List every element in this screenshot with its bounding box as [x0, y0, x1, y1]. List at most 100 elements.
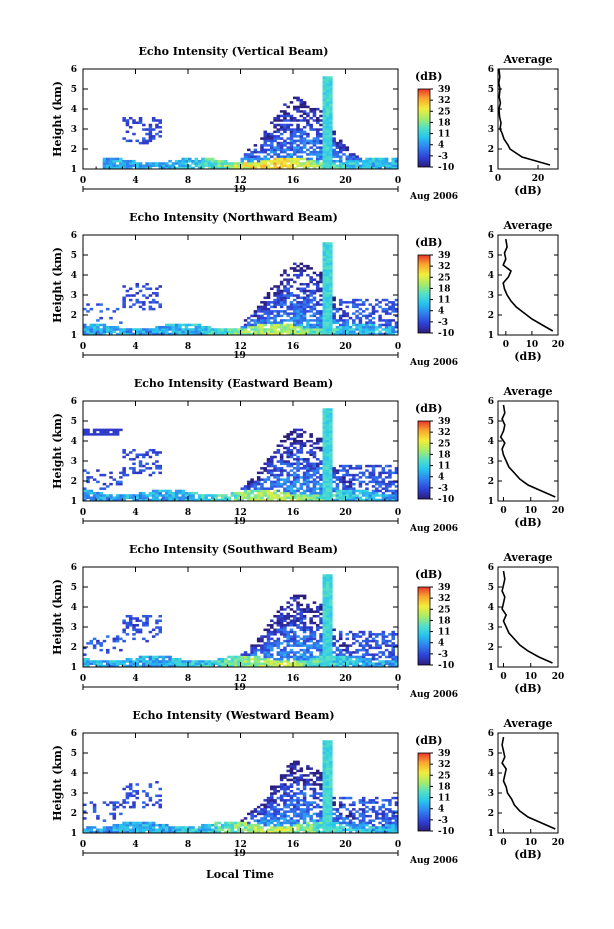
avg-y-tick-label: 1	[488, 165, 494, 175]
heatmap-cell	[135, 282, 140, 286]
heatmap-cell	[329, 244, 333, 248]
heatmap-cell	[289, 328, 294, 331]
heatmap-cell	[227, 823, 231, 827]
heatmap-cell	[260, 146, 264, 149]
heatmap-cell	[315, 803, 320, 807]
heatmap-cell	[335, 487, 340, 490]
heatmap-cell	[148, 664, 153, 668]
heatmap-cell	[296, 803, 300, 807]
heatmap-cell	[289, 801, 294, 804]
heatmap-cell	[96, 469, 100, 472]
heatmap-cell	[263, 132, 267, 136]
heatmap-cell	[315, 116, 320, 120]
heatmap-cell	[109, 166, 113, 170]
heatmap-cell	[224, 830, 228, 834]
heatmap-cell	[322, 799, 327, 802]
heatmap-cell	[338, 150, 343, 154]
heatmap-cell	[325, 271, 330, 275]
heatmap-cell	[322, 137, 327, 140]
x-tick-label: 4	[132, 176, 138, 186]
heatmap-cell	[365, 644, 369, 647]
heatmap-cell	[312, 298, 317, 302]
heatmap-cell	[325, 785, 330, 789]
heatmap-cell	[315, 664, 320, 668]
heatmap-cell	[355, 496, 359, 499]
colorbar-tick-label: -3	[438, 484, 448, 494]
heatmap-cell	[358, 471, 363, 475]
heatmap-cell	[391, 642, 395, 645]
heatmap-cell	[115, 159, 120, 163]
heatmap-cell	[263, 462, 267, 466]
heatmap-cell	[342, 321, 346, 324]
heatmap-cell	[332, 657, 336, 661]
heatmap-cell	[273, 621, 277, 625]
heatmap-cell	[388, 482, 392, 486]
heatmap-cell	[227, 828, 231, 831]
heatmap-cell	[125, 633, 130, 636]
heatmap-cell	[322, 780, 327, 784]
heatmap-cell	[270, 135, 274, 138]
heatmap-cell	[276, 303, 281, 306]
heatmap-cell	[325, 749, 330, 752]
heatmap-cell	[191, 496, 195, 499]
heatmap-cell	[319, 298, 323, 302]
heatmap-cell	[217, 162, 222, 165]
heatmap-cell	[332, 137, 336, 140]
heatmap-cell	[312, 148, 317, 152]
heatmap-cell	[361, 162, 366, 165]
heatmap-cell	[237, 660, 241, 663]
heatmap-cell	[132, 624, 136, 627]
heatmap-cell	[270, 460, 274, 463]
heatmap-cell	[309, 325, 313, 329]
heatmap-cell	[109, 664, 113, 668]
heatmap-cell	[358, 164, 363, 167]
heatmap-cell	[329, 89, 333, 93]
heatmap-cell	[276, 642, 281, 645]
heatmap-cell	[319, 812, 323, 816]
heatmap-cell	[299, 491, 304, 495]
heatmap-cell	[181, 830, 185, 834]
heatmap-cell	[302, 146, 307, 149]
heatmap-cell	[99, 430, 103, 434]
heatmap-cell	[381, 469, 386, 472]
heatmap-cell	[125, 328, 130, 331]
heatmap-cell	[181, 662, 185, 665]
y-tick-label: 2	[71, 311, 77, 321]
heatmap-cell	[365, 639, 369, 643]
heatmap-cell	[256, 664, 261, 668]
heatmap-cell	[214, 821, 218, 825]
heatmap-cell	[312, 153, 317, 156]
heatmap-cell	[161, 496, 166, 499]
heatmap-cell	[240, 655, 245, 659]
heatmap-cell	[270, 137, 274, 140]
heatmap-cell	[306, 114, 310, 118]
heatmap-cell	[161, 166, 166, 170]
heatmap-cell	[329, 430, 333, 434]
heatmap-cell	[296, 135, 300, 138]
heatmap-cell	[96, 498, 100, 502]
heatmap-cell	[342, 153, 346, 156]
heatmap-cell	[368, 630, 372, 634]
heatmap-cell	[161, 162, 166, 165]
heatmap-cell	[329, 253, 333, 257]
avg-y-tick-label: 5	[488, 85, 494, 95]
heatmap-cell	[299, 128, 304, 131]
heatmap-cell	[279, 608, 284, 611]
heatmap-cell	[260, 487, 264, 490]
heatmap-cell	[289, 498, 294, 502]
heatmap-cell	[158, 498, 162, 502]
heatmap-cell	[86, 828, 90, 831]
heatmap-cell	[286, 164, 290, 167]
heatmap-cell	[315, 439, 320, 443]
heatmap-cell	[391, 498, 395, 502]
heatmap-cell	[296, 494, 300, 497]
heatmap-cell	[299, 664, 304, 668]
heatmap-cell	[128, 830, 133, 834]
heatmap-cell	[142, 303, 146, 306]
heatmap-cell	[145, 494, 149, 497]
heatmap-cell	[388, 162, 392, 165]
heatmap-cell	[273, 491, 277, 495]
heatmap-cell	[122, 619, 126, 623]
heatmap-cell	[105, 328, 110, 331]
heatmap-cell	[325, 330, 330, 333]
